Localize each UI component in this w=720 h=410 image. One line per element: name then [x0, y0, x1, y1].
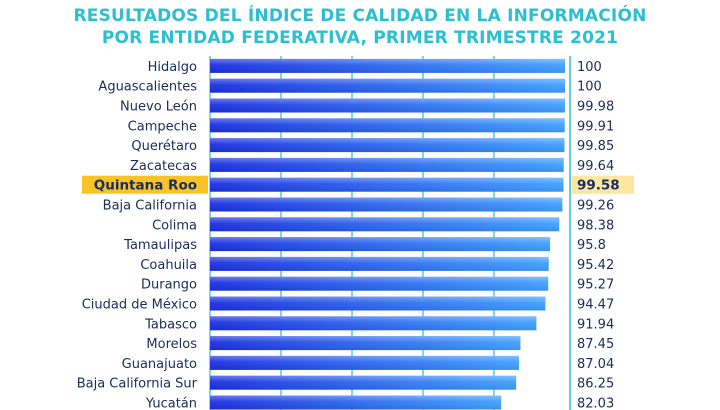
- chart-title: RESULTADOS DEL ÍNDICE DE CALIDAD EN LA I…: [73, 6, 647, 26]
- bar-shine: [210, 375, 517, 390]
- value-label: 94.47: [577, 298, 614, 313]
- bar-shine: [210, 256, 549, 271]
- chart-subtitle: POR ENTIDAD FEDERATIVA, PRIMER TRIMESTRE…: [101, 28, 619, 48]
- value-label: 98.38: [577, 218, 614, 233]
- value-label: 99.98: [577, 100, 614, 115]
- value-label: 86.25: [577, 377, 614, 392]
- value-label: 95.27: [577, 278, 614, 293]
- category-label: Tabasco: [144, 317, 197, 332]
- bar-shine: [210, 395, 502, 410]
- bar-shine: [210, 237, 551, 252]
- category-label: Zacatecas: [130, 159, 197, 174]
- category-label: Baja California Sur: [77, 377, 198, 392]
- value-label: 95.42: [577, 258, 614, 273]
- bar-shine: [210, 217, 560, 232]
- category-label: Colima: [152, 218, 197, 233]
- value-label: 91.94: [577, 317, 614, 332]
- category-label: Baja California: [103, 199, 197, 214]
- value-label: 82.03: [577, 397, 614, 410]
- category-label: Aguascalientes: [98, 80, 197, 95]
- bar-shine: [210, 316, 537, 331]
- value-label: 99.85: [577, 139, 614, 154]
- value-label: 100: [577, 80, 602, 95]
- bar-shine: [210, 118, 565, 133]
- category-label: Tamaulipas: [123, 238, 197, 253]
- value-label: 99.58: [577, 178, 620, 194]
- bar-shine: [210, 78, 565, 93]
- value-label: 87.45: [577, 337, 614, 352]
- value-label: 99.64: [577, 159, 614, 174]
- value-label: 87.04: [577, 357, 614, 372]
- bar-shine: [210, 276, 549, 291]
- category-label: Guanajuato: [122, 357, 197, 372]
- category-label: Campeche: [128, 119, 197, 134]
- category-label: Morelos: [146, 337, 197, 352]
- category-label: Querétaro: [131, 139, 197, 154]
- bar-shine: [210, 355, 519, 370]
- category-label: Yucatán: [145, 397, 197, 410]
- bar-shine: [210, 296, 546, 311]
- category-label: Quintana Roo: [94, 178, 197, 194]
- value-label: 100: [577, 60, 602, 75]
- highlight-category-background: [82, 175, 208, 194]
- value-label: 95.8: [577, 238, 606, 253]
- category-label: Hidalgo: [148, 60, 197, 75]
- bar-shine: [210, 98, 565, 113]
- category-label: Durango: [141, 278, 197, 293]
- value-label: 99.26: [577, 199, 614, 214]
- bar-shine: [210, 58, 565, 73]
- bar-shine: [210, 157, 564, 172]
- bar-shine: [210, 177, 564, 192]
- bar-shine: [210, 336, 521, 351]
- highlight-value-background: [572, 175, 634, 194]
- category-label: Nuevo León: [120, 100, 197, 115]
- category-label: Ciudad de México: [82, 298, 197, 313]
- category-label: Coahuila: [140, 258, 197, 273]
- bar-shine: [210, 197, 563, 212]
- bar-shine: [210, 138, 565, 153]
- value-label: 99.91: [577, 119, 614, 134]
